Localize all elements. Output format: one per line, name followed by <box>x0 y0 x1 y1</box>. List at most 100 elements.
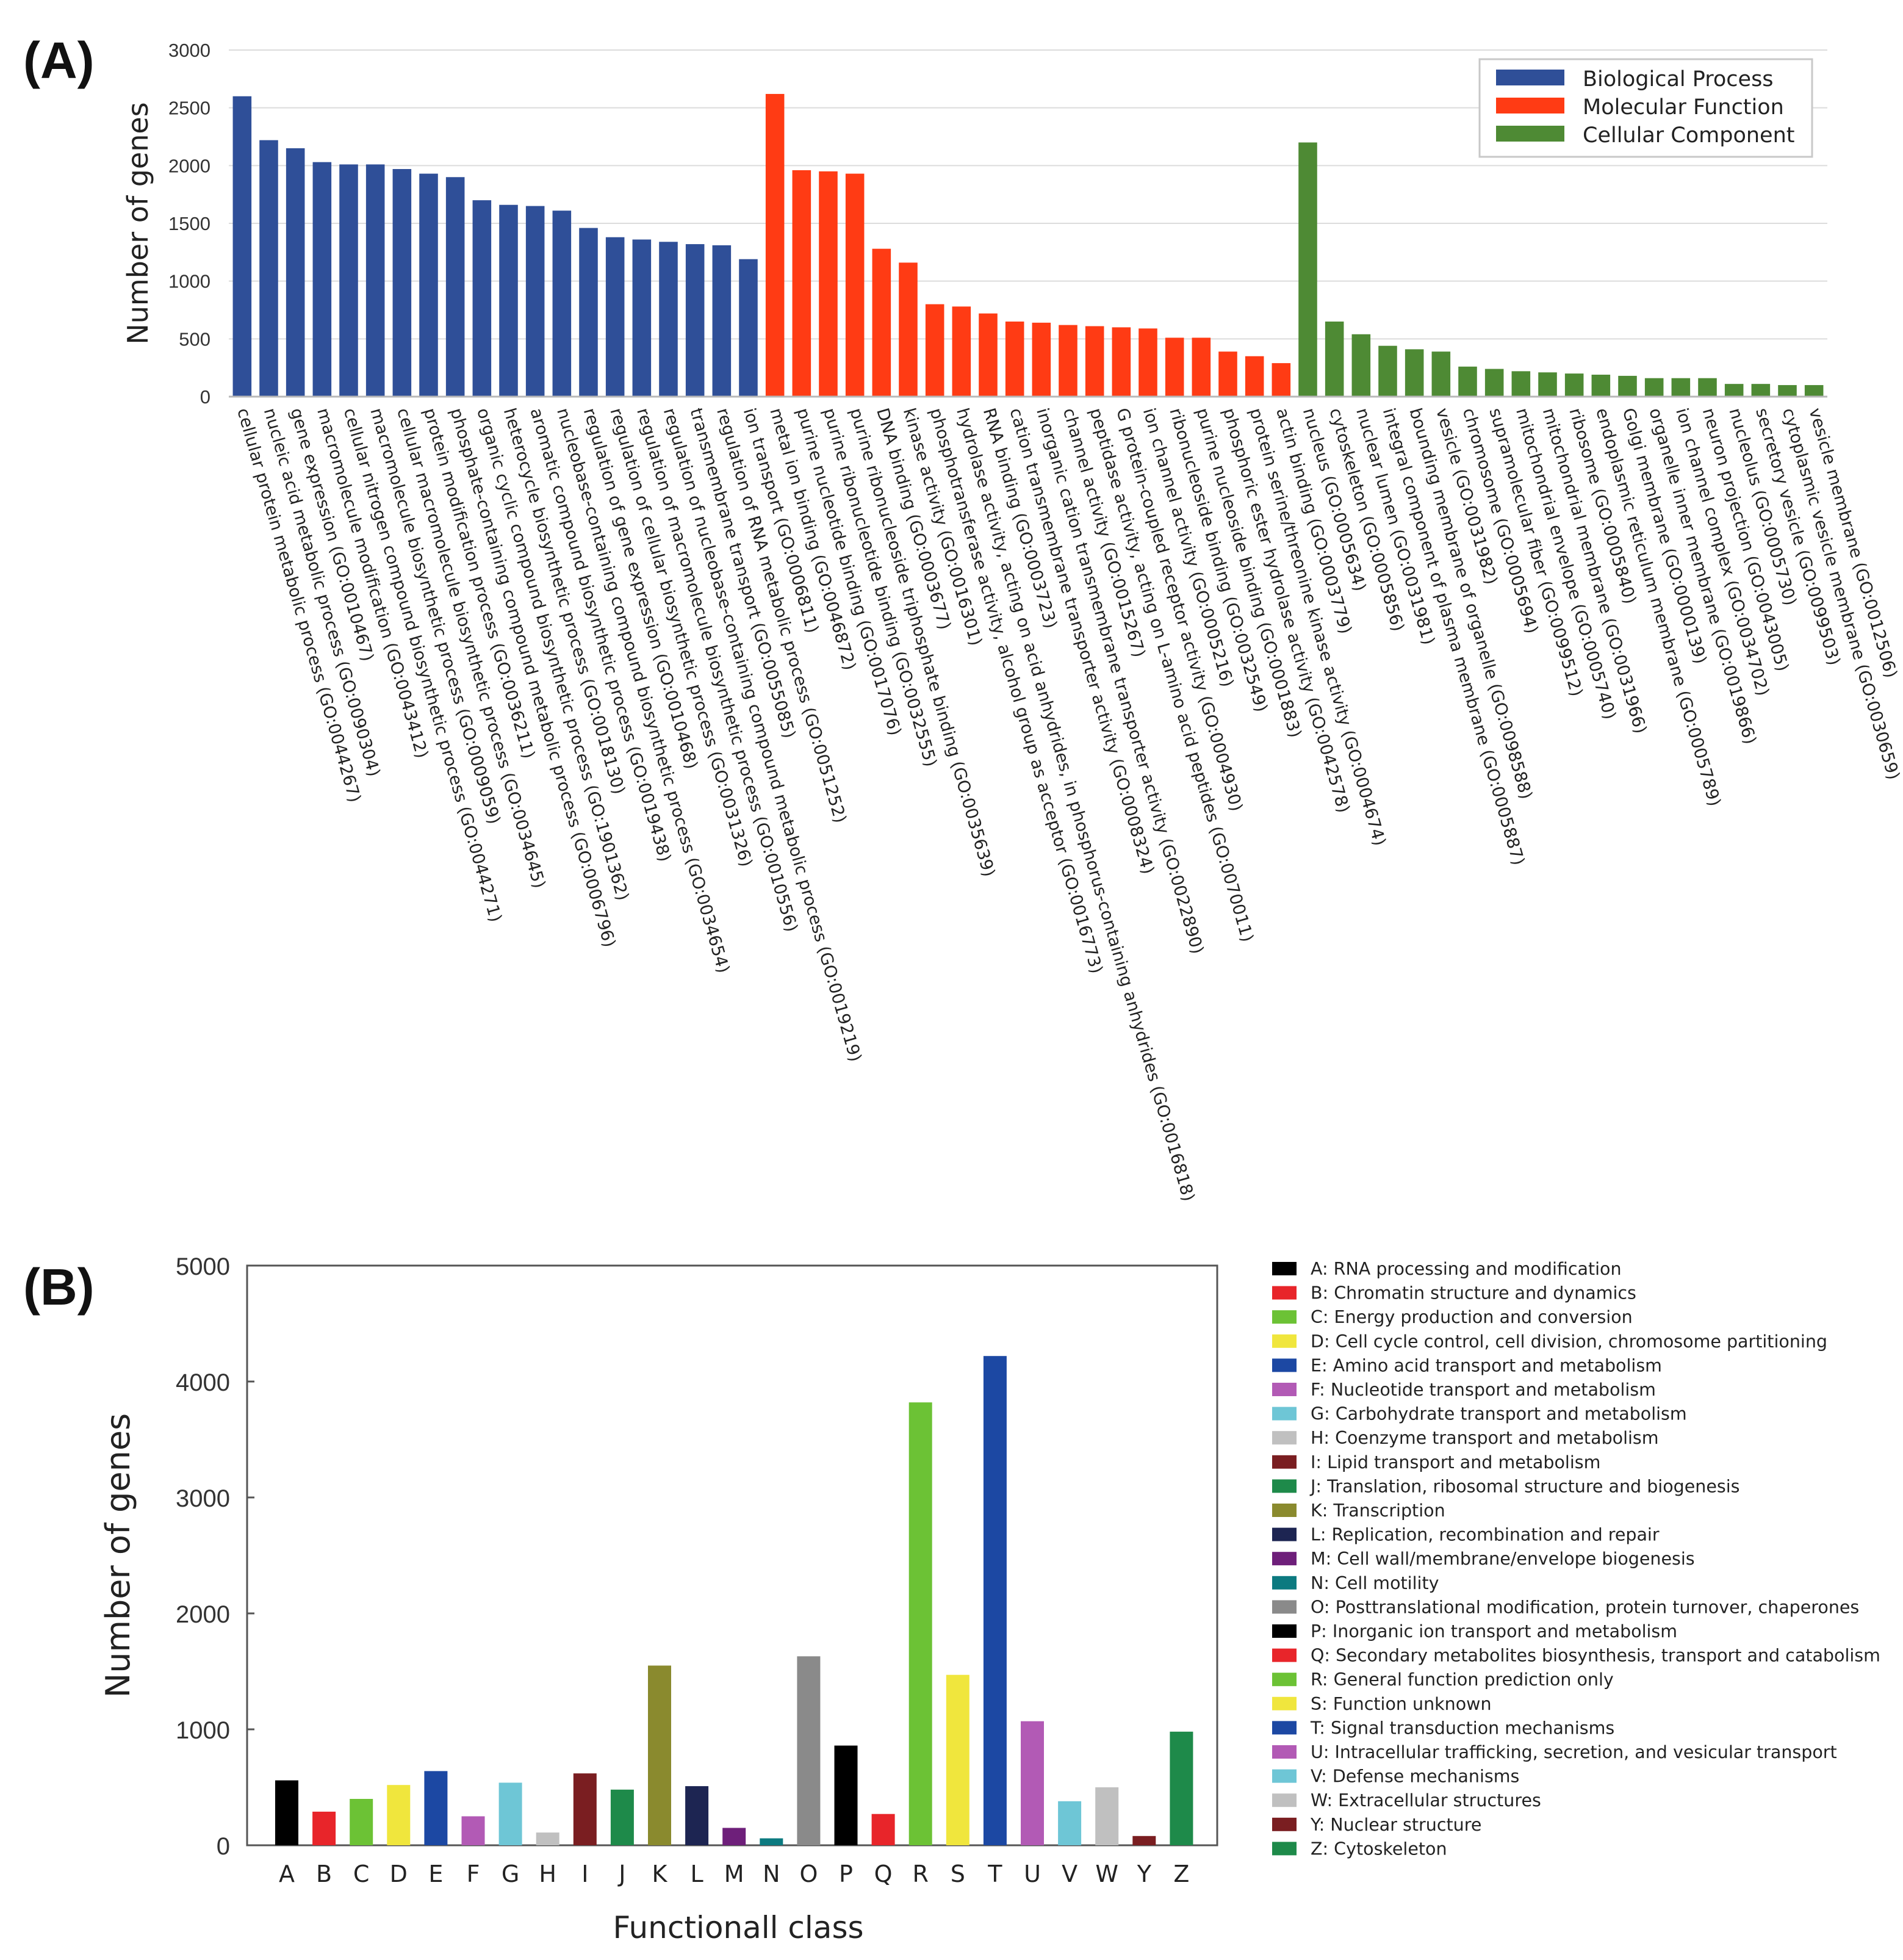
b-x-tick-label: N <box>763 1861 780 1887</box>
b-y-tick-label: 3000 <box>176 1485 230 1512</box>
a-bar-cation-transmembrane-transporter-activity-go-0008324 <box>1005 321 1024 397</box>
a-bar-kinase-activity-go-0016301 <box>899 262 918 397</box>
a-bar-regulation-of-gene-expression-go-0010468 <box>579 228 598 397</box>
b-legend-label: A: RNA processing and modification <box>1311 1259 1622 1279</box>
a-y-tick-label: 0 <box>200 386 210 408</box>
b-legend-swatch-e <box>1272 1358 1297 1372</box>
a-bar-purine-ribonucleotide-binding-go-0032555 <box>819 171 838 397</box>
a-bar-inorganic-cation-transmembrane-transporter-activity-go-0022890 <box>1032 322 1051 397</box>
b-bar-q <box>871 1814 895 1845</box>
b-x-tick-label: K <box>652 1861 668 1887</box>
b-legend-swatch-j <box>1272 1479 1297 1493</box>
b-y-tick-label: 2000 <box>176 1601 230 1628</box>
b-legend-label: I: Lipid transport and metabolism <box>1311 1452 1600 1472</box>
b-legend-label: G: Carbohydrate transport and metabolism <box>1311 1404 1687 1424</box>
a-bar-vesicle-membrane-go-0012506 <box>1804 385 1824 397</box>
a-bar-chromosome-go-0005694 <box>1458 366 1477 397</box>
b-legend-label: B: Chromatin structure and dynamics <box>1311 1283 1636 1303</box>
a-bar-organelle-inner-membrane-go-0019866 <box>1644 378 1664 397</box>
b-bar-n <box>760 1838 783 1845</box>
b-y-axis-label: Number of genes <box>99 1413 137 1698</box>
b-y-tick-label: 4000 <box>176 1369 230 1396</box>
b-legend-swatch-u <box>1272 1745 1297 1759</box>
b-bar-z <box>1170 1731 1193 1845</box>
a-bar-regulation-of-macromolecule-biosynthetic-process-go-0010556 <box>632 239 652 397</box>
b-x-tick-label: U <box>1024 1861 1041 1887</box>
b-bar-i <box>573 1773 597 1845</box>
a-bars <box>232 93 1824 397</box>
a-bar-gene-expression-go-0010467 <box>286 148 305 397</box>
b-x-tick-label: C <box>353 1861 370 1887</box>
a-bar-purine-nucleoside-binding-go-0001883 <box>1192 337 1211 397</box>
b-legend-label: L: Replication, recombination and repair <box>1311 1525 1660 1545</box>
a-y-ticks: 0 500 1000 1500 2000 2500 3000 <box>168 40 210 408</box>
b-x-tick-label: T <box>987 1861 1002 1887</box>
a-bar-phosphate-containing-compound-metabolic-process-go-0006796 <box>445 177 465 397</box>
a-gridlines <box>229 49 1827 340</box>
b-x-tick-label: B <box>316 1861 332 1887</box>
b-legend-label: E: Amino acid transport and metabolism <box>1311 1355 1662 1375</box>
a-bar-phosphoric-ester-hydrolase-activity-go-0042578 <box>1218 351 1237 397</box>
a-bar-cellular-nitrogen-compound-biosynthetic-process-go-0044271 <box>339 164 358 397</box>
b-y-ticks: 0 1000 2000 3000 4000 5000 <box>176 1253 254 1860</box>
b-legend-label: C: Energy production and conversion <box>1311 1307 1633 1327</box>
b-legend-swatch-b <box>1272 1286 1297 1300</box>
a-bar-cellular-protein-metabolic-process-go-0044267 <box>232 96 252 397</box>
b-x-tick-label: A <box>279 1861 295 1887</box>
b-legend-label: Q: Secondary metabolites biosynthesis, t… <box>1311 1646 1880 1666</box>
a-bar-bounding-membrane-of-organelle-go-0098588 <box>1405 349 1424 397</box>
a-bar-channel-activity-go-0015267 <box>1059 325 1077 397</box>
b-legend-swatch-f <box>1272 1383 1297 1396</box>
b-x-tick-label: Z <box>1173 1861 1189 1887</box>
a-bar-regulation-of-nucleobase-containing-compound-metabolic-process-go-0019219 <box>659 242 678 397</box>
a-bar-nucleolus-go-0005730 <box>1724 384 1744 397</box>
a-bar-nucleic-acid-metabolic-process-go-0090304 <box>259 140 278 397</box>
b-legend-swatch-m <box>1272 1552 1297 1566</box>
a-legend: Biological Process Molecular Function Ce… <box>1478 58 1813 158</box>
b-legend-swatch-p <box>1272 1624 1297 1638</box>
a-bar-phosphotransferase-activity-alcohol-group-as-acceptor-go-0016773 <box>925 304 944 397</box>
b-x-tick-label: J <box>617 1861 625 1887</box>
b-x-tick-label: I <box>581 1861 588 1887</box>
b-legend-swatch-c <box>1272 1310 1297 1324</box>
a-legend-label-molecular-function: Molecular Function <box>1583 95 1784 120</box>
b-legend-swatch-s <box>1272 1696 1297 1710</box>
a-bar-rna-binding-go-0003723 <box>979 313 998 397</box>
b-x-tick-label: E <box>428 1861 443 1887</box>
b-legend-swatch-o <box>1272 1600 1297 1614</box>
a-bar-secretory-vesicle-go-0099503 <box>1751 384 1771 397</box>
b-bar-w <box>1095 1787 1119 1845</box>
b-x-axis-label: Functionall class <box>613 1910 863 1945</box>
b-x-tick-label: O <box>799 1861 818 1887</box>
b-bar-k <box>648 1665 671 1845</box>
b-bar-b <box>312 1811 336 1845</box>
a-legend-swatch-molecular-function <box>1496 98 1564 113</box>
b-x-tick-label: F <box>467 1861 480 1887</box>
b-legend-label: F: Nucleotide transport and metabolism <box>1311 1380 1656 1400</box>
a-bar-cellular-macromolecule-biosynthetic-process-go-0034645 <box>392 169 412 397</box>
a-bar-cytoskeleton-go-0005856 <box>1325 321 1344 397</box>
a-bar-neuron-projection-go-0043005 <box>1698 378 1717 397</box>
a-bar-metal-ion-binding-go-0046872 <box>765 93 785 397</box>
b-bar-e <box>424 1771 448 1845</box>
b-bar-t <box>983 1356 1007 1845</box>
b-bar-m <box>722 1828 746 1845</box>
b-x-tick-label: H <box>539 1861 556 1887</box>
a-bar-ion-channel-complex-go-0034702 <box>1671 378 1691 397</box>
a-bar-integral-component-of-plasma-membrane-go-0005887 <box>1378 345 1397 397</box>
b-y-tick-label: 5000 <box>176 1253 230 1280</box>
b-legend-swatch-k <box>1272 1504 1297 1517</box>
b-bar-c <box>350 1799 373 1845</box>
a-bar-ribosome-go-0005840 <box>1564 373 1584 397</box>
b-legend-label: W: Extracellular structures <box>1311 1790 1541 1810</box>
a-bar-macromolecule-modification-go-0043412 <box>312 162 332 397</box>
b-bar-l <box>685 1786 709 1845</box>
b-x-tick-label: Y <box>1137 1861 1152 1887</box>
b-legend-label: P: Inorganic ion transport and metabolis… <box>1311 1621 1677 1641</box>
a-bar-supramolecular-fiber-go-0099512 <box>1484 369 1504 397</box>
b-legend-swatch-y <box>1272 1817 1297 1831</box>
b-legend-swatch-z <box>1272 1842 1297 1856</box>
b-y-tick-label: 0 <box>217 1833 230 1860</box>
a-bar-nucleus-go-0005634 <box>1298 142 1317 397</box>
